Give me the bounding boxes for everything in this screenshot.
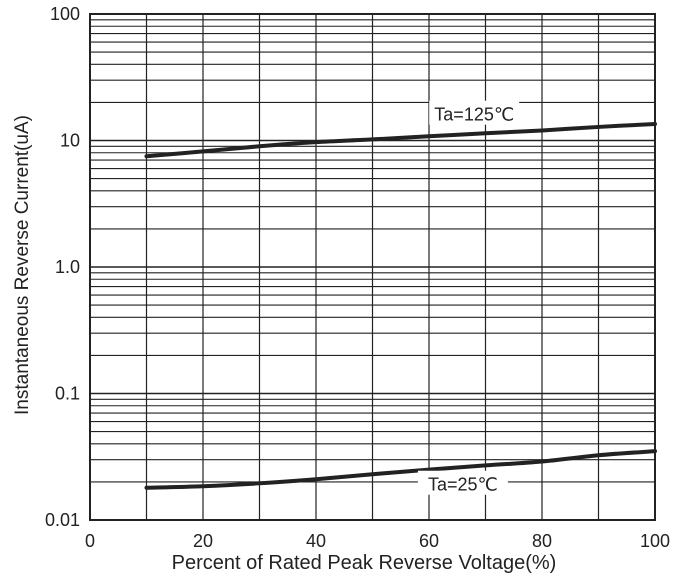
x-tick-label: 20 — [193, 531, 213, 551]
y-axis-label: Instantaneous Reverse Current(uA) — [12, 115, 33, 415]
y-tick-label: 10 — [60, 131, 80, 151]
annotations: Ta=125℃ Ta=25℃ — [417, 100, 520, 495]
x-tick-label: 100 — [640, 531, 670, 551]
y-tick-label: 100 — [50, 4, 80, 24]
y-tick-label: 1.0 — [55, 257, 80, 277]
series-annotation-2: Ta=25℃ — [428, 475, 498, 495]
annotation-background — [429, 100, 520, 125]
x-tick-label: 40 — [306, 531, 326, 551]
x-tick-label: 0 — [85, 531, 95, 551]
series-line-2 — [144, 449, 657, 490]
annotation-background — [417, 470, 508, 495]
x-tick-label: 80 — [532, 531, 552, 551]
y-tick-label: 0.1 — [55, 384, 80, 404]
plot-frame — [89, 13, 656, 521]
x-tick-label: 60 — [419, 531, 439, 551]
tick-labels: 0 20 40 60 80 100 0.01 0.1 1.0 10 100 — [45, 4, 670, 551]
series-annotation-1: Ta=125℃ — [434, 105, 514, 125]
series-line-1 — [144, 122, 657, 159]
x-axis-label: Percent of Rated Peak Reverse Voltage(%) — [172, 552, 557, 574]
y-tick-label: 0.01 — [45, 510, 80, 530]
series-layer — [144, 122, 657, 490]
grid-minor — [90, 14, 655, 520]
